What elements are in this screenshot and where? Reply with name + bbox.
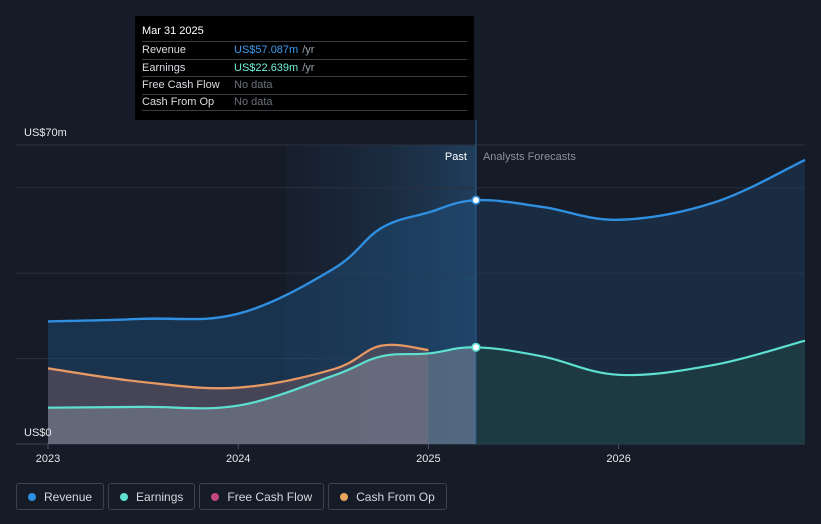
tooltip-row-free-cash-flow: Free Cash Flow No data — [142, 76, 467, 94]
hover-tooltip: Mar 31 2025 Revenue US$57.087m /yr Earni… — [135, 16, 474, 120]
tooltip-label: Revenue — [142, 44, 187, 57]
tooltip-row-earnings: Earnings US$22.639m /yr — [142, 58, 467, 77]
legend-label: Earnings — [136, 489, 184, 504]
earnings-area-past — [48, 347, 476, 444]
x-tick-label: 2025 — [416, 453, 440, 465]
tooltip-row-cash-from-op: Cash From Op No data — [142, 93, 467, 111]
revenue-line — [47, 158, 806, 323]
legend-label: Revenue — [44, 489, 93, 504]
legend-label: Cash From Op — [356, 489, 435, 504]
earnings-marker — [471, 342, 481, 352]
tooltip-value: US$57.087m — [234, 44, 299, 57]
earnings-line — [47, 339, 806, 410]
legend-item-earnings[interactable]: Earnings — [108, 483, 196, 510]
tooltip-value: No data — [234, 79, 273, 92]
legend-label: Free Cash Flow — [227, 489, 313, 504]
free-cash-flow-dot-icon — [211, 492, 220, 501]
legend-item-free-cash-flow[interactable]: Free Cash Flow — [199, 483, 325, 510]
cash-from-op-line — [47, 343, 429, 390]
tooltip-label: Free Cash Flow — [142, 79, 220, 92]
tooltip-row-revenue: Revenue US$57.087m /yr — [142, 41, 467, 59]
legend-item-cash-from-op[interactable]: Cash From Op — [328, 483, 447, 510]
cash-from-op-dot-icon — [340, 492, 349, 501]
x-tick-label: 2024 — [226, 453, 250, 465]
legend-item-revenue[interactable]: Revenue — [16, 483, 105, 510]
tooltip-label: Earnings — [142, 61, 186, 74]
y-axis-top-label: US$70m — [24, 127, 67, 139]
earnings-dot-icon — [120, 492, 129, 501]
analysts-forecasts-label: Analysts Forecasts — [483, 151, 576, 163]
earnings-area-forecast — [475, 340, 805, 444]
tooltip-label: Cash From Op — [142, 96, 215, 109]
tooltip-unit: /yr — [302, 44, 315, 57]
x-tick-label: 2026 — [606, 453, 630, 465]
x-tick-label: 2023 — [36, 453, 60, 465]
past-label: Past — [445, 151, 467, 163]
y-axis-bottom-label: US$0 — [24, 427, 52, 439]
tooltip-date: Mar 31 2025 — [142, 25, 204, 37]
tooltip-value: US$22.639m — [234, 61, 299, 74]
legend: Revenue Earnings Free Cash Flow Cash Fro… — [16, 483, 447, 510]
tooltip-unit: /yr — [302, 61, 315, 74]
revenue-dot-icon — [28, 492, 36, 501]
tooltip-value: No data — [234, 96, 273, 109]
revenue-marker — [471, 195, 481, 205]
